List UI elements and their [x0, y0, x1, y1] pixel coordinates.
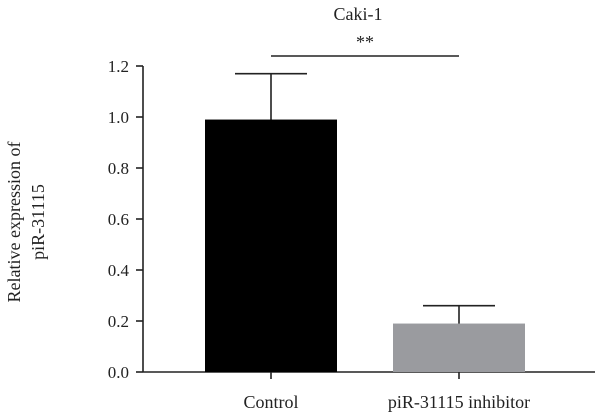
- x-category-label: Control: [243, 392, 298, 412]
- significance-label: **: [356, 32, 374, 52]
- y-tick-label: 1.0: [108, 108, 129, 127]
- x-category-label: piR-31115 inhibitor: [388, 392, 530, 412]
- y-tick-label: 0.6: [108, 210, 129, 229]
- bar: [205, 119, 337, 372]
- y-axis-label-line-1: Relative expression of: [4, 142, 24, 303]
- y-tick-label: 0.2: [108, 312, 129, 331]
- bar: [393, 323, 525, 372]
- y-tick-label: 0.8: [108, 159, 129, 178]
- y-tick-label: 0.0: [108, 363, 129, 382]
- y-axis-label-line-2: piR-31115: [28, 184, 48, 260]
- y-tick-label: 0.4: [108, 261, 130, 280]
- y-tick-label: 1.2: [108, 57, 129, 76]
- plot-area: 0.0 0.2 0.4 0.6 0.8 1.0 1.2 Control piR-31115 in…: [108, 32, 595, 412]
- y-axis-label: Relative expression of piR-31115: [4, 142, 48, 303]
- chart-title: Caki-1: [334, 4, 383, 24]
